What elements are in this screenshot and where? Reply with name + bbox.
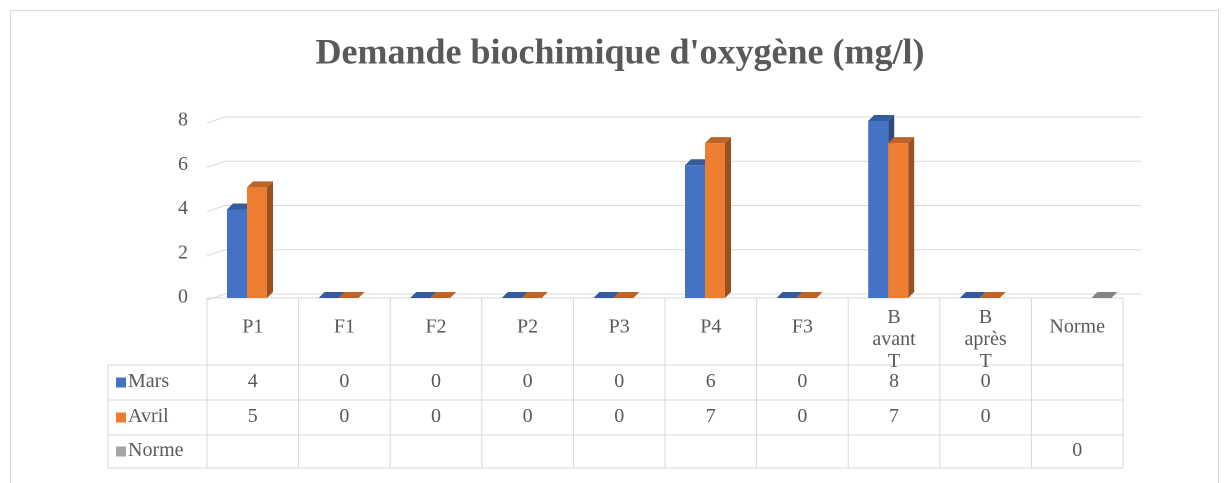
table-value: 0 bbox=[1072, 439, 1082, 461]
legend-swatch bbox=[116, 377, 126, 388]
bar-top bbox=[338, 292, 365, 298]
bar bbox=[318, 292, 345, 298]
table-value: 0 bbox=[614, 405, 624, 427]
grid-side bbox=[206, 293, 226, 301]
table-value: 0 bbox=[797, 405, 807, 427]
bar bbox=[247, 181, 273, 298]
grid-side bbox=[206, 160, 226, 168]
table-value: 4 bbox=[248, 370, 258, 392]
bar bbox=[613, 292, 640, 298]
bar-top bbox=[318, 292, 345, 298]
x-tick-label: F1 bbox=[334, 316, 355, 338]
bar bbox=[521, 292, 548, 298]
y-tick-label: 2 bbox=[178, 241, 188, 263]
table-value: 7 bbox=[706, 405, 716, 427]
bar bbox=[796, 292, 823, 298]
bar-side bbox=[908, 137, 915, 298]
x-tick-label: F2 bbox=[425, 316, 446, 338]
x-tick-label: P2 bbox=[517, 316, 538, 338]
bar-top bbox=[868, 115, 895, 121]
x-tick-label: P4 bbox=[700, 316, 721, 338]
legend-swatch bbox=[116, 412, 126, 423]
bar-front bbox=[888, 143, 909, 298]
table-value: 0 bbox=[339, 405, 349, 427]
bar bbox=[959, 292, 986, 298]
bar-front bbox=[868, 121, 889, 298]
table-value: 6 bbox=[706, 370, 716, 392]
bar-side bbox=[267, 181, 273, 298]
chart-title: Demande biochimique d'oxygène (mg/l) bbox=[316, 31, 925, 71]
y-tick-label: 0 bbox=[178, 286, 188, 308]
legend-swatch bbox=[116, 446, 126, 457]
bar-top bbox=[410, 292, 437, 298]
bar-side bbox=[725, 137, 731, 298]
bar bbox=[410, 292, 437, 298]
bar bbox=[593, 292, 620, 298]
bar-top bbox=[979, 292, 1006, 298]
table-value: 0 bbox=[431, 405, 441, 427]
x-tick-label: F3 bbox=[792, 316, 813, 338]
table-value: 0 bbox=[614, 370, 624, 392]
bar bbox=[338, 292, 365, 298]
bar-top bbox=[247, 181, 273, 188]
bar-top bbox=[593, 292, 620, 298]
table-value: 0 bbox=[339, 370, 349, 392]
bar-front bbox=[227, 209, 247, 298]
table-value: 0 bbox=[981, 370, 991, 392]
table-value: 5 bbox=[248, 405, 258, 427]
table-value: 0 bbox=[523, 405, 533, 427]
x-tick-label: P1 bbox=[242, 316, 263, 338]
y-tick-label: 6 bbox=[178, 153, 188, 175]
bar-top bbox=[227, 203, 253, 210]
bar-top bbox=[888, 137, 915, 144]
bar-top bbox=[613, 292, 640, 298]
x-tick-label: P3 bbox=[609, 316, 630, 338]
table-value: 0 bbox=[797, 370, 807, 392]
bar-front bbox=[247, 187, 267, 298]
bar-front bbox=[685, 165, 705, 298]
legend-label: Norme bbox=[128, 439, 184, 461]
bar-top bbox=[796, 292, 823, 298]
x-tick-label: Norme bbox=[1049, 316, 1105, 338]
bar-top bbox=[521, 292, 548, 298]
table-value: 0 bbox=[523, 370, 533, 392]
table-value: 0 bbox=[981, 405, 991, 427]
bar bbox=[776, 292, 803, 298]
bar-top bbox=[705, 137, 731, 144]
bar-front bbox=[705, 143, 725, 298]
bar bbox=[979, 292, 1006, 298]
table-value: 0 bbox=[431, 370, 441, 392]
bar bbox=[888, 137, 915, 298]
y-tick-label: 4 bbox=[178, 197, 188, 219]
bar-top bbox=[1091, 292, 1118, 298]
bar bbox=[501, 292, 528, 298]
grid-side bbox=[206, 249, 226, 257]
y-tick-label: 8 bbox=[178, 109, 188, 131]
bar-top bbox=[501, 292, 528, 298]
chart-frame bbox=[10, 10, 1219, 483]
bar-top bbox=[959, 292, 986, 298]
legend-label: Mars bbox=[128, 370, 169, 392]
grid-side bbox=[206, 205, 226, 212]
bar bbox=[430, 292, 457, 298]
grid-side bbox=[206, 116, 226, 124]
table-value: 8 bbox=[889, 370, 899, 392]
legend-label: Avril bbox=[128, 405, 169, 427]
bar bbox=[705, 137, 731, 298]
bar-top bbox=[430, 292, 457, 298]
bar bbox=[1091, 292, 1118, 298]
bar-top bbox=[685, 159, 711, 166]
bar-top bbox=[776, 292, 803, 298]
table-value: 7 bbox=[889, 405, 899, 427]
